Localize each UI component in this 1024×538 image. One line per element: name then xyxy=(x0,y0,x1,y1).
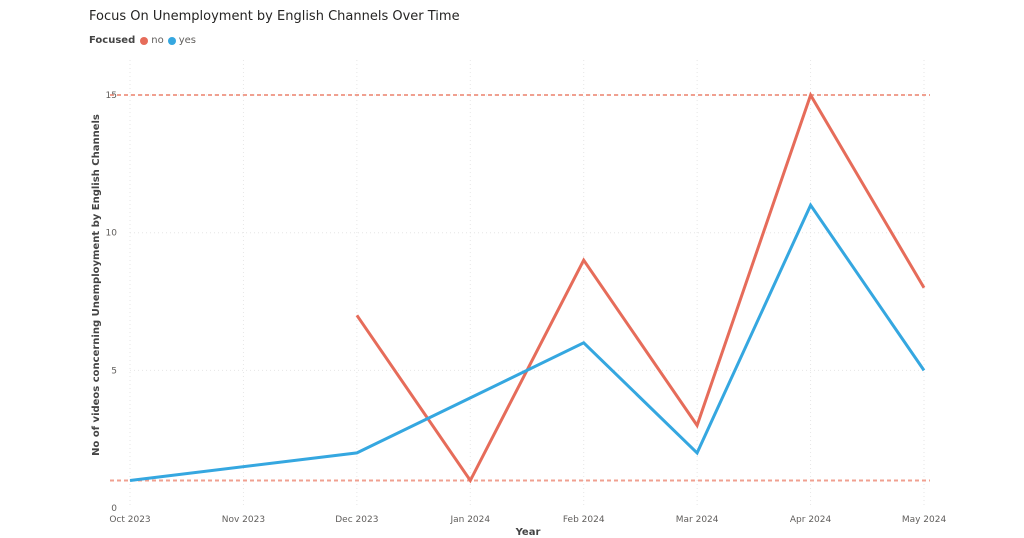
tick-labels: Oct 2023 Nov 2023 Dec 2023 Jan 2024 Feb 2024… xyxy=(106,91,947,525)
x-tick-label: Feb 2024 xyxy=(563,515,605,525)
chart-title: Focus On Unemployment by English Channel… xyxy=(89,9,460,24)
x-tick-label: May 2024 xyxy=(902,515,947,525)
x-tick-label: Dec 2023 xyxy=(335,515,378,525)
x-tick-label: Oct 2023 xyxy=(109,515,150,525)
grid xyxy=(129,60,925,508)
legend: Focused no yes xyxy=(89,35,200,46)
y-tick-label: 15 xyxy=(106,91,117,101)
x-tick-label: Jan 2024 xyxy=(449,515,490,525)
y-tick-label: 5 xyxy=(111,366,117,376)
y-axis-title: No of videos concerning Unemployment by … xyxy=(91,114,102,456)
y-tick-label: 10 xyxy=(106,229,118,239)
legend-title: Focused xyxy=(89,35,136,46)
x-tick-label: Apr 2024 xyxy=(790,515,832,525)
reference-lines xyxy=(110,94,930,482)
series-line-no xyxy=(355,91,926,484)
legend-label-no: no xyxy=(151,35,164,46)
legend-dot-no xyxy=(140,36,149,45)
series-line-yes xyxy=(129,202,926,482)
x-tick-label: Mar 2024 xyxy=(676,515,719,525)
legend-item-no[interactable]: no xyxy=(140,35,164,46)
series-lines xyxy=(129,91,926,484)
legend-item-yes[interactable]: yes xyxy=(167,35,196,46)
x-tick-label: Nov 2023 xyxy=(222,515,265,525)
y-tick-label: 0 xyxy=(111,504,117,514)
legend-dot-yes xyxy=(167,36,176,45)
x-axis-title: Year xyxy=(515,527,541,538)
legend-label-yes: yes xyxy=(178,35,196,46)
